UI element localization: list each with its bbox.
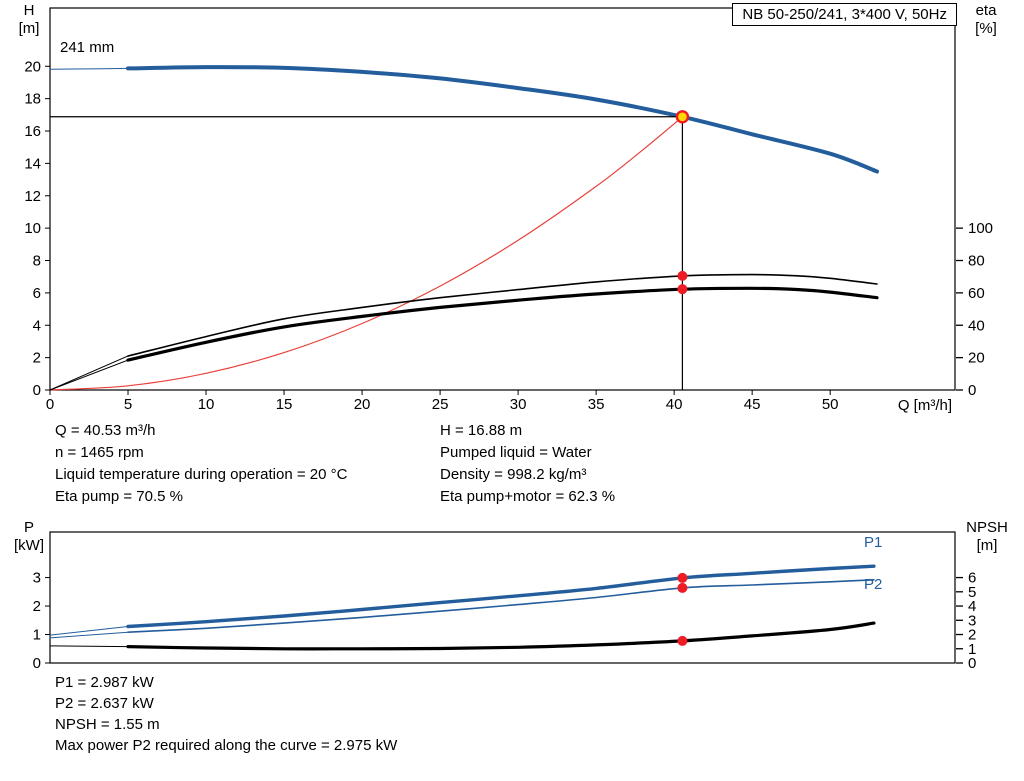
duty-info-right: H = 16.88 m Pumped liquid = Water Densit… xyxy=(440,420,615,508)
eta-pump-curve xyxy=(127,273,878,357)
power-chart-y-tick-label: 1 xyxy=(33,627,41,644)
hq-chart-y-right-tick-label: 60 xyxy=(968,285,985,302)
info-liquid: Pumped liquid = Water xyxy=(440,444,592,461)
power-chart-y-right-tick-label: 1 xyxy=(968,641,976,658)
eta-axis-label: eta [%] xyxy=(960,2,1012,38)
system-curve xyxy=(49,116,683,391)
hq-chart-x-tick-label: 35 xyxy=(588,396,605,413)
info-eta-pump: Eta pump = 70.5 % xyxy=(55,488,183,505)
hq-chart-x-tick-label: 20 xyxy=(354,396,371,413)
p-axis-unit: [kW] xyxy=(14,537,44,554)
p1-curve xyxy=(126,564,876,629)
power-chart-y-right-tick-label: 0 xyxy=(968,655,976,672)
npsh-axis-symbol: NPSH xyxy=(966,519,1008,536)
hq-chart-x-tick-label: 50 xyxy=(822,396,839,413)
p1-curve-lead xyxy=(49,626,129,636)
info-head: H = 16.88 m xyxy=(440,422,523,439)
hq-chart-x-tick-label: 0 xyxy=(46,396,54,413)
hq-chart-y-tick-label: 10 xyxy=(24,220,41,237)
q-axis-label: Q [m³/h] xyxy=(897,397,952,414)
npsh-axis-unit: [m] xyxy=(976,537,998,554)
info-p2: P2 = 2.637 kW xyxy=(55,695,154,712)
head-curve-lead xyxy=(49,67,129,70)
power-chart-y-tick-label: 2 xyxy=(33,598,41,615)
h-axis-symbol: H xyxy=(23,2,35,19)
npsh-axis-label: NPSH [m] xyxy=(956,519,1018,555)
eta-pump-motor-dot xyxy=(677,284,688,295)
p2-curve-label: P2 xyxy=(864,576,883,593)
h-axis-unit: [m] xyxy=(18,20,40,37)
info-eta-pump-motor: Eta pump+motor = 62.3 % xyxy=(440,488,616,505)
npsh-curve xyxy=(126,621,876,651)
hq-chart-frame xyxy=(49,7,956,391)
info-flow: Q = 40.53 m³/h xyxy=(55,422,156,439)
eta-pump-dot xyxy=(677,270,688,281)
hq-chart-y-right-tick-label: 100 xyxy=(968,220,993,237)
eta-pump-motor-lead xyxy=(49,359,129,391)
p2-dot xyxy=(677,582,688,593)
impeller-diameter-label: 241 mm xyxy=(60,39,115,56)
hq-chart-y-tick-label: 0 xyxy=(33,382,41,399)
p2-curve xyxy=(127,579,875,633)
power-chart-y-right-tick-label: 6 xyxy=(968,570,976,587)
hq-chart-x-tick-label: 5 xyxy=(124,396,132,413)
hq-chart-y-right-tick-label: 40 xyxy=(968,317,985,334)
power-chart-y-tick-label: 3 xyxy=(33,570,41,587)
hq-chart-y-tick-label: 18 xyxy=(24,91,41,108)
hq-chart-y-tick-label: 4 xyxy=(33,317,41,334)
hq-chart-x-tick-label: 25 xyxy=(432,396,449,413)
hq-chart-y-right-tick-label: 0 xyxy=(968,382,976,399)
head-curve xyxy=(126,65,879,174)
p-axis-label: P [kW] xyxy=(6,519,52,555)
power-chart-y-right-tick-label: 3 xyxy=(968,612,976,629)
duty-point xyxy=(675,110,690,124)
p1-curve-label: P1 xyxy=(864,534,883,551)
hq-chart-x-tick-label: 30 xyxy=(510,396,527,413)
power-chart-frame xyxy=(49,531,956,664)
info-max-power: Max power P2 required along the curve = … xyxy=(55,737,398,754)
p1-dot xyxy=(677,572,688,583)
npsh-curve-lead xyxy=(49,645,129,648)
info-speed: n = 1465 rpm xyxy=(55,444,144,461)
power-chart-y-tick-label: 0 xyxy=(33,655,41,672)
h-axis-label: H [m] xyxy=(6,2,52,38)
power-chart-y-right-tick-label: 4 xyxy=(968,598,976,615)
hq-chart-y-tick-label: 16 xyxy=(24,123,41,140)
hq-chart-y-tick-label: 14 xyxy=(24,155,41,172)
duty-info-left: Q = 40.53 m³/h n = 1465 rpm Liquid tempe… xyxy=(55,420,347,508)
hq-chart-y-tick-label: 6 xyxy=(33,285,41,302)
p-axis-symbol: P xyxy=(23,519,34,536)
info-temperature: Liquid temperature during operation = 20… xyxy=(55,466,348,483)
hq-chart-y-tick-label: 8 xyxy=(33,253,41,270)
eta-pump-lead xyxy=(49,355,129,391)
p2-curve-lead xyxy=(49,631,129,639)
hq-chart-x-tick-label: 15 xyxy=(276,396,293,413)
hq-chart-x-tick-label: 45 xyxy=(744,396,761,413)
hq-chart-y-tick-label: 12 xyxy=(24,188,41,205)
power-chart-y-right-tick-label: 2 xyxy=(968,627,976,644)
info-p1: P1 = 2.987 kW xyxy=(55,674,154,691)
npsh-dot xyxy=(677,635,688,646)
hq-chart-y-right-tick-label: 80 xyxy=(968,253,985,270)
eta-axis-unit: [%] xyxy=(975,20,997,37)
info-density: Density = 998.2 kg/m³ xyxy=(440,466,587,483)
eta-axis-symbol: eta xyxy=(975,2,997,19)
power-chart-y-right-tick-label: 5 xyxy=(968,584,976,601)
hq-chart-y-tick-label: 2 xyxy=(33,350,41,367)
info-npsh: NPSH = 1.55 m xyxy=(55,716,160,733)
hq-chart-y-tick-label: 20 xyxy=(24,58,41,75)
hq-chart-y-right-tick-label: 20 xyxy=(968,350,985,367)
power-info: P1 = 2.987 kW P2 = 2.637 kW NPSH = 1.55 … xyxy=(55,672,397,756)
hq-chart-x-tick-label: 40 xyxy=(666,396,683,413)
hq-chart-x-tick-label: 10 xyxy=(198,396,215,413)
pump-title-box: NB 50-250/241, 3*400 V, 50Hz xyxy=(732,3,957,26)
eta-pump-motor-curve xyxy=(126,286,879,362)
